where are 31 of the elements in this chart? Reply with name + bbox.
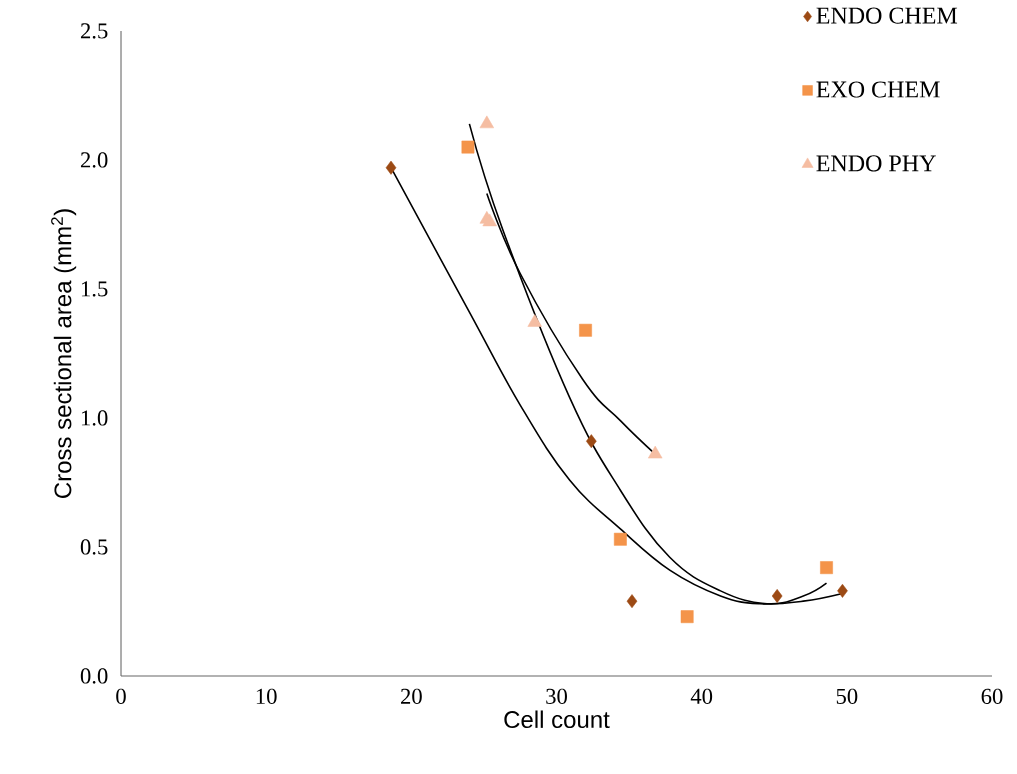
x-tick-label: 40: [690, 688, 713, 704]
y-tick-label: 2.5: [80, 23, 108, 39]
x-tick-label: 20: [401, 688, 422, 704]
point: [385, 160, 397, 175]
point: [579, 323, 592, 337]
x-tick-label: 60: [981, 688, 1003, 704]
x-tick-label: 0: [116, 688, 126, 704]
legend-label: ENDO PHY: [816, 155, 936, 172]
point: [648, 445, 663, 459]
point: [479, 115, 495, 129]
point: [461, 140, 475, 154]
y-tick-label: 1.5: [81, 281, 108, 297]
point: [837, 583, 848, 598]
x-tick-label: 50: [836, 688, 858, 704]
legend-label: ENDO CHEM: [816, 7, 958, 24]
point: [626, 594, 638, 609]
point: [586, 434, 597, 449]
point: [771, 589, 783, 603]
legend-label: EXO CHEM: [816, 81, 940, 98]
y-axis-title: Cross sectional area (mm$^{2}$): [51, 209, 77, 498]
point: [613, 532, 627, 546]
y-tick-label: 1.0: [81, 410, 108, 426]
y-tick-label: 0.5: [80, 539, 108, 555]
y-tick-label: 0.0: [80, 668, 108, 684]
point: [527, 314, 542, 327]
y-tick-label: 2.0: [80, 152, 108, 168]
point: [680, 610, 694, 624]
x-tick-label: 30: [546, 688, 567, 704]
x-axis-title: Cell count: [504, 710, 610, 729]
x-tick-label: 10: [256, 688, 277, 704]
point: [820, 561, 833, 575]
